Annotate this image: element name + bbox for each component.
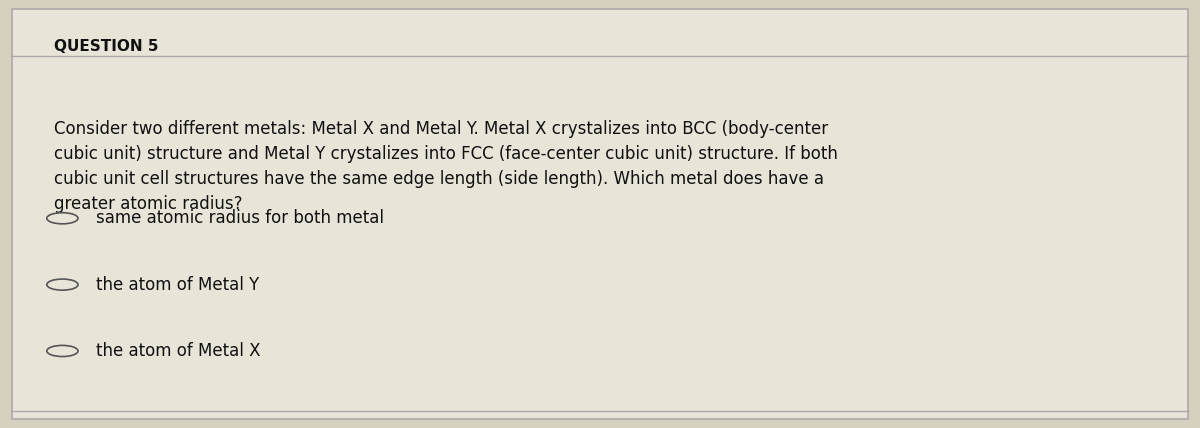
Text: same atomic radius for both metal: same atomic radius for both metal [96,209,384,227]
Text: the atom of Metal X: the atom of Metal X [96,342,260,360]
FancyBboxPatch shape [12,9,1188,419]
Text: Consider two different metals: Metal X and Metal Y. Metal X crystalizes into BCC: Consider two different metals: Metal X a… [54,120,838,213]
Text: QUESTION 5: QUESTION 5 [54,39,158,54]
Text: the atom of Metal Y: the atom of Metal Y [96,276,259,294]
